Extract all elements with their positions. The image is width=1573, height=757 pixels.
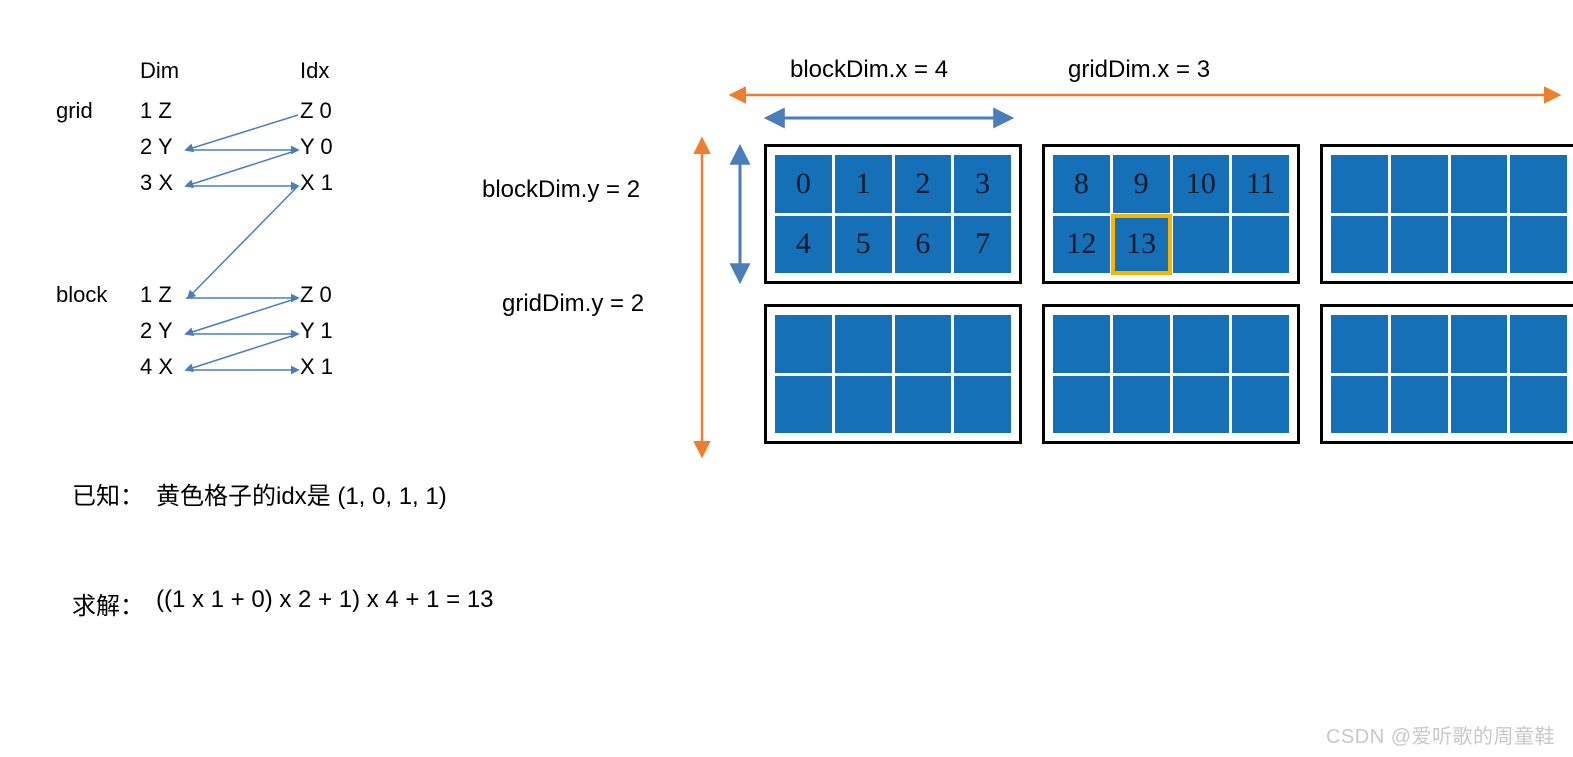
thread-cell bbox=[1331, 315, 1388, 373]
thread-cell bbox=[1113, 315, 1170, 373]
zigzag-arrow-4 bbox=[188, 186, 298, 298]
thread-cell bbox=[1451, 315, 1508, 373]
thread-cell: 7 bbox=[954, 216, 1011, 274]
dim-header: Dim bbox=[140, 58, 179, 84]
thread-cell bbox=[895, 376, 952, 434]
block-inner bbox=[1323, 147, 1573, 281]
idx-block-1: Y 1 bbox=[300, 318, 333, 344]
thread-cell bbox=[1331, 216, 1388, 274]
thread-cell bbox=[1331, 155, 1388, 213]
cell-number: 10 bbox=[1186, 167, 1216, 201]
thread-cell: 0 bbox=[775, 155, 832, 213]
cell-number: 11 bbox=[1246, 167, 1275, 201]
thread-cell bbox=[1232, 216, 1289, 274]
thread-cell bbox=[775, 315, 832, 373]
block-1-1 bbox=[1042, 304, 1300, 444]
cell-number: 0 bbox=[796, 167, 811, 201]
thread-cell bbox=[1053, 376, 1110, 434]
block-0-1 bbox=[764, 304, 1022, 444]
dim-grid-1: 2 Y bbox=[140, 134, 173, 160]
dim-block-1: 2 Y bbox=[140, 318, 173, 344]
zigzag-arrow-8 bbox=[186, 334, 298, 370]
thread-cell: 1 bbox=[835, 155, 892, 213]
idx-grid-2: X 1 bbox=[300, 170, 333, 196]
block-inner: 0 1 2 3 4 5 6 7 bbox=[767, 147, 1019, 281]
thread-cell-highlight: 13 bbox=[1113, 216, 1170, 274]
block-inner bbox=[1323, 307, 1573, 441]
cell-number: 13 bbox=[1126, 227, 1156, 261]
thread-cell bbox=[1173, 376, 1230, 434]
thread-cell bbox=[1510, 376, 1567, 434]
block-1-0: 8 9 10 11 12 13 bbox=[1042, 144, 1300, 284]
dim-block-0: 1 Z bbox=[140, 282, 172, 308]
thread-cell bbox=[1391, 315, 1448, 373]
thread-cell bbox=[1173, 216, 1230, 274]
thread-cell bbox=[1232, 376, 1289, 434]
thread-cell bbox=[1510, 155, 1567, 213]
thread-cell: 9 bbox=[1113, 155, 1170, 213]
thread-cell bbox=[954, 376, 1011, 434]
thread-cell: 4 bbox=[775, 216, 832, 274]
group-label-grid: grid bbox=[56, 98, 93, 124]
cell-number: 1 bbox=[856, 167, 871, 201]
dim-grid-2: 3 X bbox=[140, 170, 173, 196]
dim-block-2: 4 X bbox=[140, 354, 173, 380]
dim-grid-0: 1 Z bbox=[140, 98, 172, 124]
cell-number: 12 bbox=[1066, 227, 1096, 261]
block-2-0 bbox=[1320, 144, 1573, 284]
thread-cell bbox=[895, 315, 952, 373]
thread-cell: 10 bbox=[1173, 155, 1230, 213]
thread-cell bbox=[1331, 376, 1388, 434]
thread-cell: 3 bbox=[954, 155, 1011, 213]
block-2-1 bbox=[1320, 304, 1573, 444]
thread-cell bbox=[1391, 216, 1448, 274]
thread-cell bbox=[835, 315, 892, 373]
thread-cell bbox=[1391, 155, 1448, 213]
thread-cell bbox=[1232, 315, 1289, 373]
block-0-0: 0 1 2 3 4 5 6 7 bbox=[764, 144, 1022, 284]
idx-block-0: Z 0 bbox=[300, 282, 332, 308]
cell-number: 7 bbox=[975, 227, 990, 261]
thread-cell: 12 bbox=[1053, 216, 1110, 274]
thread-cell bbox=[1391, 376, 1448, 434]
block-inner: 8 9 10 11 12 13 bbox=[1045, 147, 1297, 281]
thread-cell bbox=[1173, 315, 1230, 373]
cell-number: 9 bbox=[1134, 167, 1149, 201]
cell-number: 6 bbox=[915, 227, 930, 261]
thread-cell bbox=[1053, 315, 1110, 373]
idx-block-2: X 1 bbox=[300, 354, 333, 380]
cell-number: 3 bbox=[975, 167, 990, 201]
thread-cell bbox=[1510, 216, 1567, 274]
zigzag-arrow-2 bbox=[186, 150, 298, 186]
thread-cell: 2 bbox=[895, 155, 952, 213]
idx-grid-1: Y 0 bbox=[300, 134, 333, 160]
thread-cell bbox=[1510, 315, 1567, 373]
zigzag-arrow-6 bbox=[186, 298, 298, 334]
cell-number: 4 bbox=[796, 227, 811, 261]
thread-cell bbox=[1113, 376, 1170, 434]
cell-number: 8 bbox=[1074, 167, 1089, 201]
thread-cell bbox=[1451, 155, 1508, 213]
block-inner bbox=[767, 307, 1019, 441]
thread-cell bbox=[775, 376, 832, 434]
thread-cell bbox=[1451, 376, 1508, 434]
idx-header: Idx bbox=[300, 58, 329, 84]
thread-cell: 8 bbox=[1053, 155, 1110, 213]
idx-grid-0: Z 0 bbox=[300, 98, 332, 124]
zigzag-arrow-0 bbox=[186, 115, 298, 150]
block-inner bbox=[1045, 307, 1297, 441]
thread-cell bbox=[1451, 216, 1508, 274]
thread-cell: 11 bbox=[1232, 155, 1289, 213]
thread-cell: 6 bbox=[895, 216, 952, 274]
group-label-block: block bbox=[56, 282, 107, 308]
thread-cell bbox=[954, 315, 1011, 373]
thread-cell: 5 bbox=[835, 216, 892, 274]
thread-cell bbox=[835, 376, 892, 434]
cell-number: 5 bbox=[856, 227, 871, 261]
cell-number: 2 bbox=[915, 167, 930, 201]
